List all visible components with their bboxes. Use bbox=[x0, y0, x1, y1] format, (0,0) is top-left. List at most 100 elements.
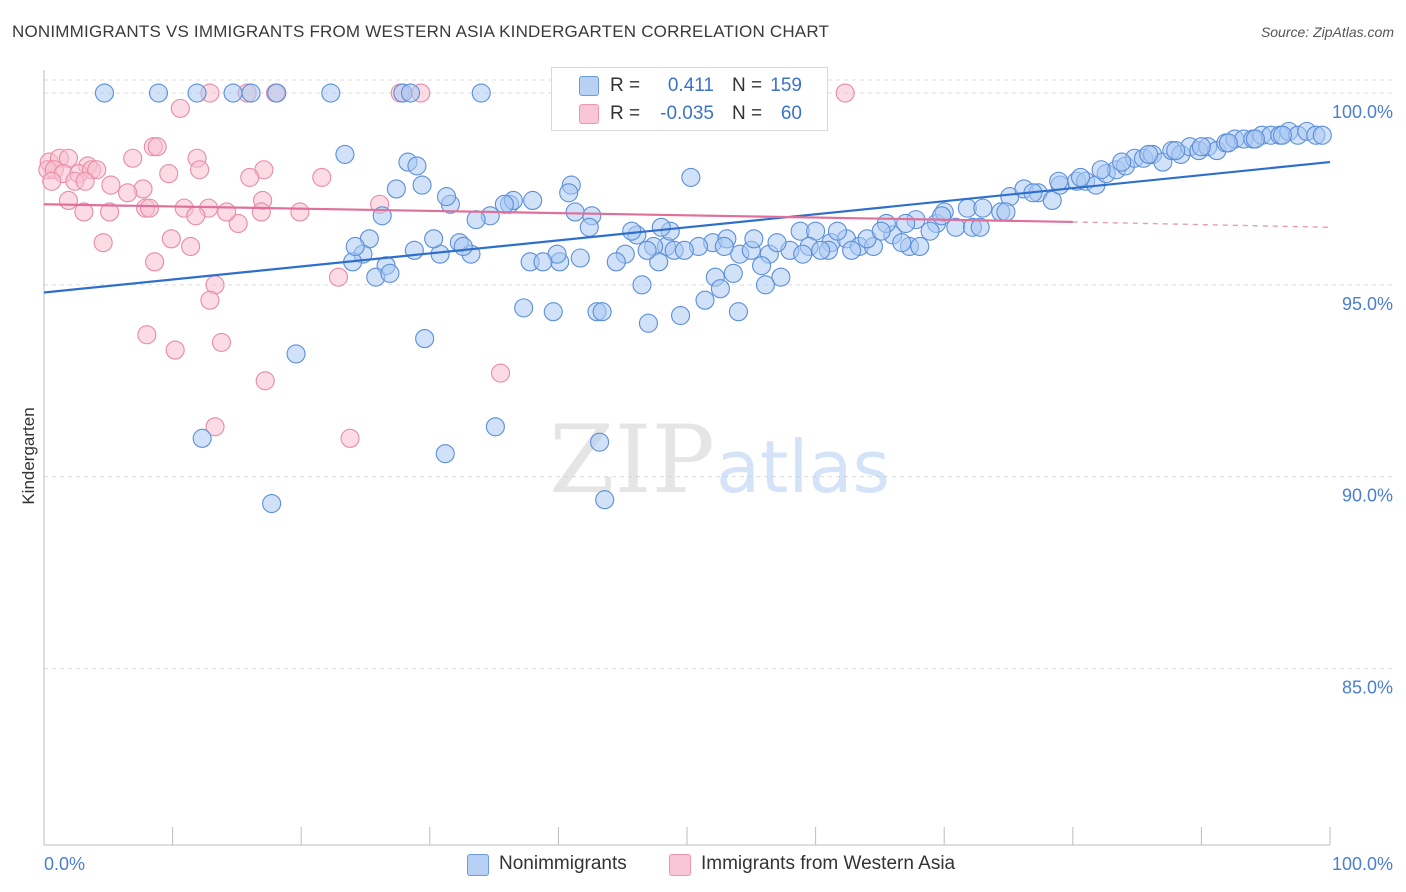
data-point[interactable] bbox=[590, 432, 610, 452]
data-point[interactable] bbox=[241, 83, 261, 103]
data-point[interactable] bbox=[87, 160, 107, 180]
data-point[interactable] bbox=[139, 198, 160, 218]
data-point[interactable] bbox=[533, 252, 553, 272]
data-point[interactable] bbox=[755, 275, 775, 295]
data-point[interactable] bbox=[490, 363, 511, 383]
data-point[interactable] bbox=[147, 137, 167, 157]
data-point[interactable] bbox=[453, 236, 473, 257]
data-point[interactable] bbox=[892, 233, 912, 253]
data-point[interactable] bbox=[42, 171, 62, 191]
data-point[interactable] bbox=[579, 217, 599, 237]
data-point[interactable] bbox=[606, 252, 626, 272]
data-point[interactable] bbox=[514, 298, 534, 318]
data-point[interactable] bbox=[674, 240, 694, 260]
data-point[interactable] bbox=[181, 236, 201, 257]
data-point[interactable] bbox=[1245, 129, 1265, 149]
data-point[interactable] bbox=[920, 221, 940, 241]
data-point[interactable] bbox=[523, 190, 543, 210]
data-point[interactable] bbox=[565, 202, 585, 222]
data-point[interactable] bbox=[286, 344, 306, 364]
data-point[interactable] bbox=[744, 229, 764, 249]
data-point[interactable] bbox=[649, 252, 669, 272]
data-point[interactable] bbox=[970, 217, 990, 237]
data-point[interactable] bbox=[466, 210, 486, 230]
data-point[interactable] bbox=[1218, 133, 1238, 153]
data-point[interactable] bbox=[559, 183, 579, 203]
data-point[interactable] bbox=[217, 202, 237, 222]
data-point[interactable] bbox=[93, 233, 113, 253]
data-point[interactable] bbox=[187, 83, 207, 103]
data-point[interactable] bbox=[372, 206, 392, 226]
data-point[interactable] bbox=[75, 171, 95, 191]
data-point[interactable] bbox=[871, 221, 891, 241]
data-point[interactable] bbox=[328, 267, 349, 287]
data-point[interactable] bbox=[190, 160, 210, 180]
data-point[interactable] bbox=[1191, 137, 1211, 157]
data-point[interactable] bbox=[827, 221, 848, 241]
data-point[interactable] bbox=[996, 202, 1016, 222]
data-point[interactable] bbox=[400, 83, 421, 103]
data-point[interactable] bbox=[58, 190, 78, 210]
data-point[interactable] bbox=[681, 167, 701, 187]
data-point[interactable] bbox=[595, 490, 615, 510]
data-point[interactable] bbox=[161, 229, 181, 249]
data-point[interactable] bbox=[223, 83, 243, 103]
data-point[interactable] bbox=[632, 275, 652, 295]
data-point[interactable] bbox=[345, 236, 365, 257]
data-point[interactable] bbox=[412, 175, 432, 195]
data-point[interactable] bbox=[100, 202, 120, 222]
data-point[interactable] bbox=[262, 493, 282, 514]
data-point[interactable] bbox=[1139, 144, 1159, 164]
data-point[interactable] bbox=[1070, 167, 1091, 187]
data-point[interactable] bbox=[1091, 160, 1111, 180]
data-point[interactable] bbox=[137, 325, 157, 345]
data-point[interactable] bbox=[471, 83, 491, 103]
data-point[interactable] bbox=[543, 302, 563, 322]
data-point[interactable] bbox=[771, 267, 791, 287]
data-point[interactable] bbox=[118, 183, 138, 203]
data-point[interactable] bbox=[165, 340, 185, 360]
data-point[interactable] bbox=[255, 371, 275, 391]
data-point[interactable] bbox=[159, 164, 179, 184]
data-point[interactable] bbox=[145, 252, 165, 272]
data-point[interactable] bbox=[435, 444, 455, 464]
data-point[interactable] bbox=[200, 290, 220, 310]
data-point[interactable] bbox=[695, 290, 715, 310]
data-point[interactable] bbox=[622, 221, 642, 241]
data-point[interactable] bbox=[1049, 171, 1069, 191]
data-point[interactable] bbox=[714, 236, 734, 257]
data-point[interactable] bbox=[723, 263, 743, 283]
data-point[interactable] bbox=[386, 179, 406, 199]
data-point[interactable] bbox=[932, 206, 952, 226]
data-point[interactable] bbox=[570, 248, 590, 268]
data-point[interactable] bbox=[340, 428, 360, 448]
data-point[interactable] bbox=[312, 167, 332, 187]
data-point[interactable] bbox=[170, 98, 190, 118]
data-point[interactable] bbox=[407, 156, 427, 176]
data-point[interactable] bbox=[671, 305, 691, 326]
data-point[interactable] bbox=[321, 83, 341, 103]
data-point[interactable] bbox=[1112, 152, 1132, 172]
data-point[interactable] bbox=[415, 329, 435, 349]
data-point[interactable] bbox=[228, 213, 248, 234]
data-point[interactable] bbox=[94, 83, 114, 103]
data-point[interactable] bbox=[896, 213, 916, 234]
data-point[interactable] bbox=[192, 428, 212, 448]
data-point[interactable] bbox=[251, 202, 271, 222]
data-point[interactable] bbox=[811, 240, 831, 260]
data-point[interactable] bbox=[101, 175, 121, 195]
data-point[interactable] bbox=[211, 332, 232, 352]
data-point[interactable] bbox=[1042, 190, 1062, 210]
data-point[interactable] bbox=[592, 302, 612, 322]
data-point[interactable] bbox=[767, 233, 787, 253]
data-point[interactable] bbox=[637, 240, 657, 260]
data-point[interactable] bbox=[842, 240, 862, 260]
data-point[interactable] bbox=[123, 148, 143, 168]
data-point[interactable] bbox=[1312, 125, 1332, 145]
data-point[interactable] bbox=[1272, 125, 1292, 145]
data-point[interactable] bbox=[710, 279, 730, 299]
data-point[interactable] bbox=[910, 236, 930, 257]
data-point[interactable] bbox=[436, 187, 457, 207]
data-point[interactable] bbox=[651, 217, 671, 237]
data-point[interactable] bbox=[74, 202, 94, 222]
